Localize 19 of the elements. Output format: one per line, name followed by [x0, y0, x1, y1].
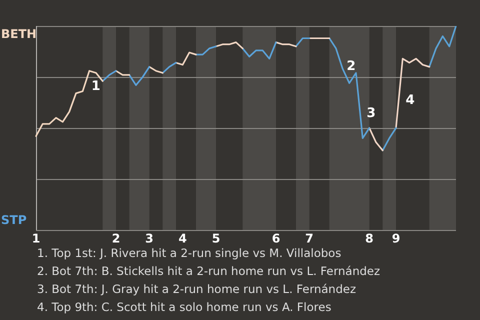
annotation: 2: [346, 58, 356, 74]
text: 4. Top 9th: C. Scott hit a solo home run vs A. Flores: [37, 299, 332, 316]
text: 3. Bot 7th: J. Gray hit a 2-run home run vs L. Fernández: [37, 281, 358, 298]
text: STP: [1, 213, 27, 227]
annotation: 3: [366, 106, 376, 121]
x-tick-label: 5: [212, 231, 220, 246]
x-tick-label: 6: [272, 231, 280, 246]
x-tick-label: 8: [365, 231, 374, 246]
x-tick-label: 1: [32, 231, 40, 246]
annotation: BETH: [1, 27, 37, 41]
text: 1. Top 1st: J. Rivera hit a 2-run single vs M. Villalobos: [37, 245, 342, 262]
text: 2. Bot 7th: B. Stickells hit a 2-run home run vs L. Fernández: [37, 263, 380, 280]
x-tick-label: 4: [178, 231, 187, 246]
x-tick-label: 2: [112, 231, 120, 246]
annotation: 4: [406, 93, 415, 108]
x-tick-label: 3: [145, 231, 154, 246]
x-tick-label: 9: [392, 231, 400, 246]
x-tick-label: 7: [305, 231, 314, 246]
annotation: 1: [91, 79, 100, 94]
